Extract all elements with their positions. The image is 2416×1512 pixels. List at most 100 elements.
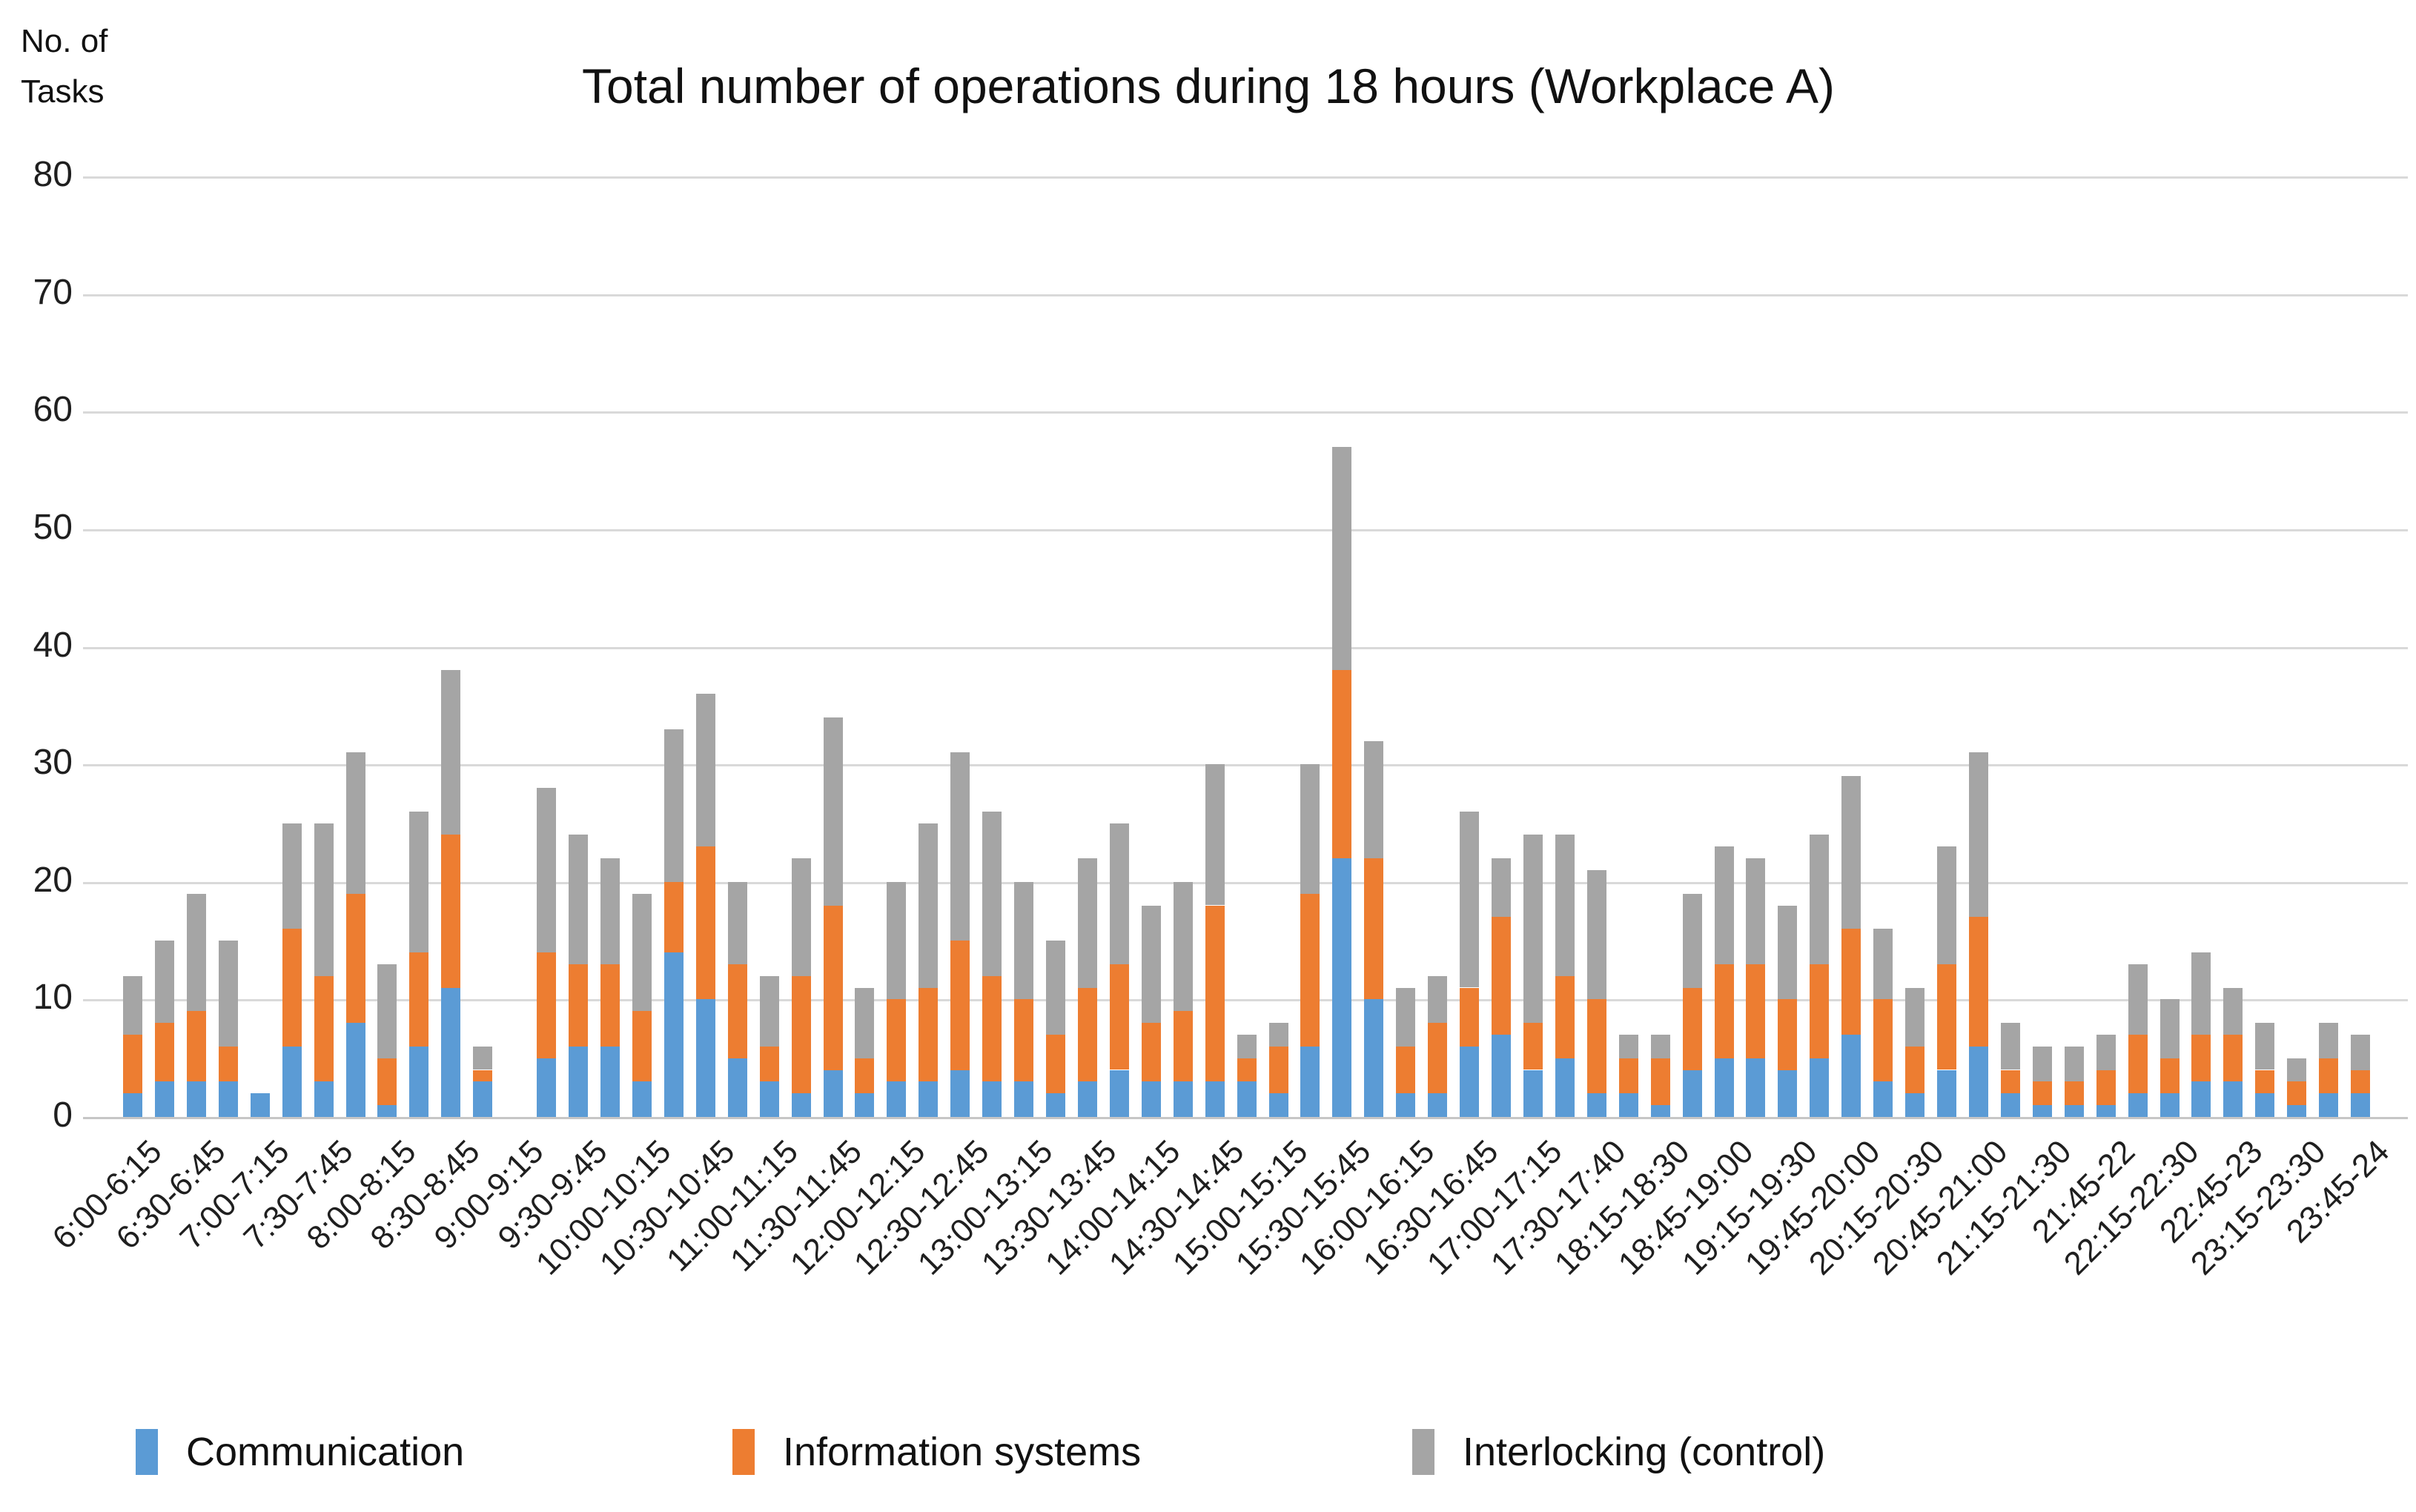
bar-segment-information-systems (1714, 964, 1734, 1058)
bar-segment-interlocking-control- (2223, 987, 2243, 1035)
bar-segment-interlocking-control- (1237, 1035, 1257, 1058)
bar-segment-information-systems (1555, 975, 1575, 1058)
bar-segment-communication (1014, 1081, 1033, 1117)
bar-segment-interlocking-control- (2287, 1058, 2307, 1082)
bar-segment-interlocking-control- (1141, 905, 1161, 1024)
bar-segment-interlocking-control- (441, 670, 461, 835)
bar-segment-interlocking-control- (919, 823, 939, 988)
bar-segment-information-systems (473, 1070, 493, 1082)
gridline (83, 764, 2408, 766)
gridline (83, 529, 2408, 531)
gridline (83, 999, 2408, 1001)
bar-segment-communication (1109, 1070, 1129, 1117)
bar-segment-communication (441, 987, 461, 1117)
bar-segment-communication (823, 1070, 843, 1117)
bar-segment-interlocking-control- (1046, 941, 1065, 1035)
bar-segment-interlocking-control- (282, 823, 302, 929)
bar-segment-communication (1173, 1081, 1193, 1117)
bar-segment-information-systems (950, 941, 970, 1070)
bar-segment-communication (1237, 1081, 1257, 1117)
bar-segment-interlocking-control- (2351, 1035, 2371, 1070)
bar-segment-information-systems (186, 1011, 206, 1082)
bar-segment-communication (727, 1058, 747, 1117)
bar-segment-information-systems (2159, 1058, 2180, 1094)
bar-segment-communication (2159, 1093, 2180, 1117)
bar-segment-information-systems (2255, 1070, 2275, 1094)
bar-segment-information-systems (1428, 1023, 1448, 1094)
legend-label: Interlocking (control) (1463, 1430, 1826, 1474)
bar-segment-interlocking-control- (1523, 835, 1543, 1024)
bar-segment-interlocking-control- (569, 835, 588, 964)
bar-segment-interlocking-control- (2319, 1023, 2339, 1058)
bar-segment-interlocking-control- (1396, 987, 1416, 1047)
bar-segment-information-systems (1618, 1058, 1638, 1094)
bar-segment-interlocking-control- (600, 858, 620, 964)
bar-segment-interlocking-control- (1173, 881, 1193, 1012)
bar-segment-information-systems (1937, 964, 1956, 1070)
bar-segment-interlocking-control- (1682, 893, 1702, 988)
bar-segment-information-systems (1492, 917, 1511, 1035)
bar-segment-communication (2128, 1093, 2148, 1117)
bar-segment-communication (663, 952, 684, 1117)
bar-segment-communication (1650, 1105, 1670, 1117)
bar-segment-information-systems (2351, 1070, 2371, 1094)
bar-segment-information-systems (632, 1011, 652, 1082)
bar-segment-communication (1905, 1093, 1925, 1117)
bar-segment-information-systems (345, 893, 365, 1024)
gridline (83, 647, 2408, 649)
bar-segment-information-systems (1396, 1046, 1416, 1094)
bar-segment-communication (186, 1081, 206, 1117)
gridline (83, 882, 2408, 884)
bar-segment-interlocking-control- (1618, 1035, 1638, 1058)
bar-segment-interlocking-control- (727, 881, 747, 964)
bar-segment-interlocking-control- (1555, 835, 1575, 976)
bar-segment-interlocking-control- (154, 941, 174, 1024)
bar-segment-interlocking-control- (2032, 1046, 2052, 1082)
bar-segment-information-systems (1268, 1046, 1288, 1094)
bar-segment-interlocking-control- (2064, 1046, 2084, 1082)
legend-item-information-systems: Information systems (732, 1429, 1141, 1475)
bar-segment-information-systems (218, 1046, 238, 1082)
bar-segment-communication (1523, 1070, 1543, 1117)
gridline (83, 1117, 2408, 1119)
bar-segment-interlocking-control- (1586, 869, 1606, 1000)
bar-segment-interlocking-control- (1332, 447, 1352, 671)
bar-segment-interlocking-control- (537, 787, 557, 952)
bar-segment-communication (1300, 1046, 1320, 1117)
bar-segment-interlocking-control- (1746, 858, 1766, 964)
bar-segment-interlocking-control- (695, 694, 715, 847)
bar-segment-interlocking-control- (1205, 764, 1225, 906)
bar-segment-communication (1396, 1093, 1416, 1117)
bar-segment-communication (2255, 1093, 2275, 1117)
y-tick-label: 50 (33, 508, 73, 547)
bar-segment-communication (1778, 1070, 1798, 1117)
bar-segment-communication (1714, 1058, 1734, 1117)
bar-segment-communication (250, 1093, 270, 1117)
bar-segment-communication (1492, 1035, 1511, 1117)
legend-item-communication: Communication (136, 1429, 464, 1475)
bar-segment-communication (377, 1105, 397, 1117)
bar-segment-information-systems (1810, 964, 1830, 1058)
bar-segment-communication (314, 1081, 334, 1117)
bar-segment-information-systems (2223, 1035, 2243, 1082)
bar-segment-interlocking-control- (632, 893, 652, 1012)
legend-label: Communication (186, 1430, 465, 1474)
bar-segment-communication (409, 1046, 429, 1117)
bar-segment-communication (855, 1093, 875, 1117)
y-axis-unit-line2: Tasks (21, 73, 105, 110)
bar-segment-interlocking-control- (1077, 858, 1097, 988)
bar-segment-communication (569, 1046, 588, 1117)
bar-segment-communication (600, 1046, 620, 1117)
bar-segment-information-systems (314, 975, 334, 1082)
bar-segment-interlocking-control- (2191, 952, 2211, 1035)
bar-segment-interlocking-control- (2000, 1023, 2020, 1070)
bar-segment-information-systems (823, 905, 843, 1070)
bar-segment-communication (791, 1093, 811, 1117)
bar-segment-interlocking-control- (2096, 1035, 2116, 1070)
bar-segment-information-systems (1077, 987, 1097, 1082)
gridline (83, 294, 2408, 296)
bar-segment-interlocking-control- (1873, 929, 1893, 1000)
bar-segment-communication (282, 1046, 302, 1117)
y-tick-label: 10 (33, 978, 73, 1017)
y-tick-label: 70 (33, 273, 73, 312)
